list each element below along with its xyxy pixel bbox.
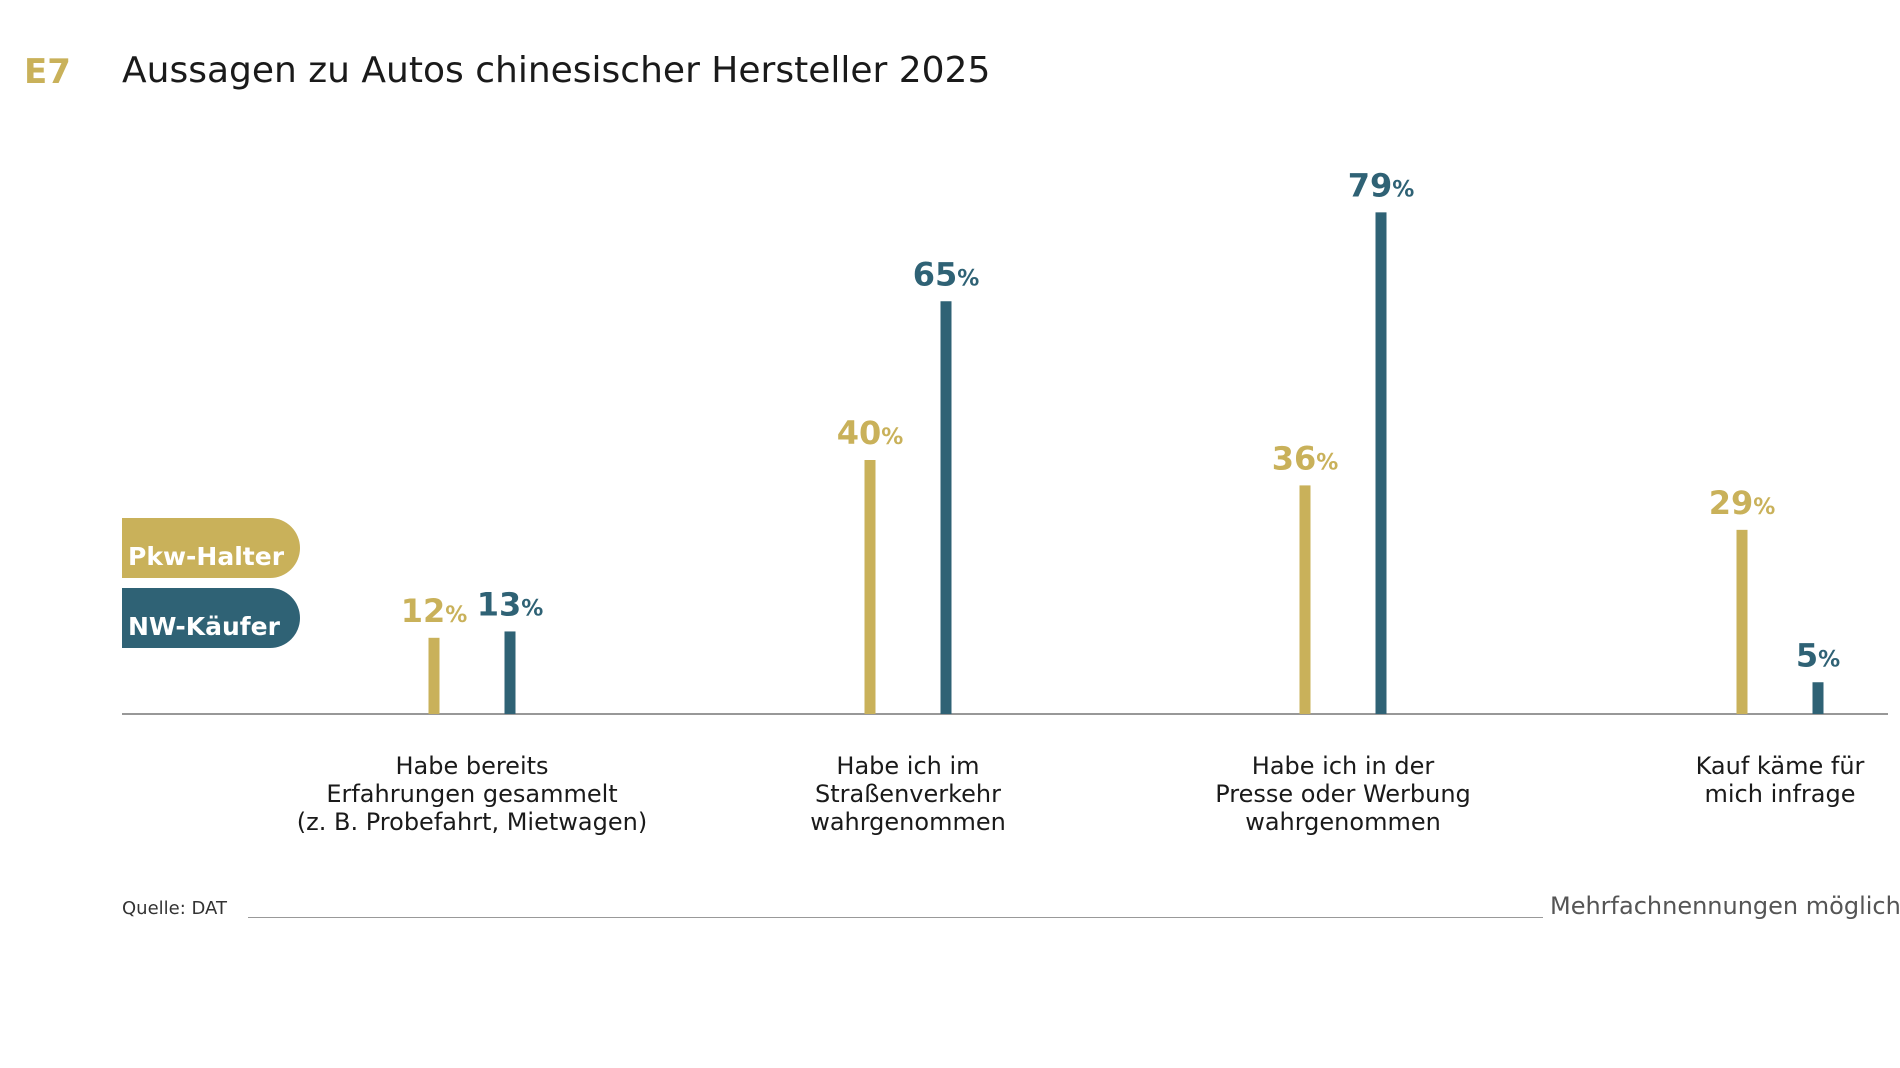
category-label-press: Habe ich in der Presse oder Werbung wahr…: [1143, 752, 1543, 836]
data-label-nw-kaeufer-3: 5%: [1796, 636, 1840, 674]
data-label-pkw-halter-0: 12%: [401, 592, 468, 630]
chart-code: E7: [24, 52, 71, 92]
bar-nw-kaeufer-2: [1375, 212, 1387, 714]
category-label-line: Habe ich im: [836, 752, 980, 780]
chart-title: Aussagen zu Autos chinesischer Herstelle…: [122, 50, 991, 91]
bar-pkw-halter-3: [1736, 529, 1748, 714]
category-label-line: Presse oder Werbung: [1215, 780, 1471, 808]
data-label-pkw-halter-1: 40%: [837, 414, 904, 452]
legend-item-pkw-halter: Pkw-Halter: [122, 518, 300, 578]
source-label: Quelle: DAT: [122, 898, 227, 919]
legend-label-pkw-halter: Pkw-Halter: [128, 542, 285, 571]
data-label-pkw-halter-2: 36%: [1272, 439, 1339, 477]
category-label-purchase: Kauf käme für mich infrage: [1580, 752, 1900, 808]
category-label-line: Kauf käme für: [1695, 752, 1865, 780]
multiple-answers-note: Mehrfachnennungen möglich: [1550, 892, 1900, 920]
category-label-line: wahrgenommen: [810, 808, 1006, 836]
legend-label-nw-kaeufer: NW-Käufer: [128, 612, 280, 641]
category-label-line: Erfahrungen gesammelt: [326, 780, 618, 808]
data-label-nw-kaeufer-2: 79%: [1348, 166, 1415, 204]
category-label-line: Habe bereits: [395, 752, 549, 780]
data-label-pkw-halter-3: 29%: [1709, 484, 1776, 522]
bar-pkw-halter-1: [864, 460, 876, 714]
legend-item-nw-kaeufer: NW-Käufer: [122, 588, 300, 648]
bar-pkw-halter-2: [1299, 485, 1311, 714]
bar-pkw-halter-0: [428, 637, 440, 714]
category-label-line: Straßenverkehr: [814, 780, 1002, 808]
category-label-line: wahrgenommen: [1245, 808, 1441, 836]
category-label-experience: Habe bereits Erfahrungen gesammelt (z. B…: [272, 752, 672, 836]
category-label-line: (z. B. Probefahrt, Mietwagen): [296, 808, 648, 836]
data-label-nw-kaeufer-1: 65%: [913, 255, 980, 293]
data-label-nw-kaeufer-0: 13%: [477, 585, 544, 623]
footer-rule: [248, 917, 1543, 918]
bar-nw-kaeufer-1: [940, 301, 952, 714]
category-label-traffic: Habe ich im Straßenverkehr wahrgenommen: [708, 752, 1108, 836]
bar-nw-kaeufer-3: [1812, 682, 1824, 714]
category-label-line: Habe ich in der: [1251, 752, 1435, 780]
category-label-line: mich infrage: [1704, 780, 1856, 808]
bar-nw-kaeufer-0: [504, 631, 516, 714]
